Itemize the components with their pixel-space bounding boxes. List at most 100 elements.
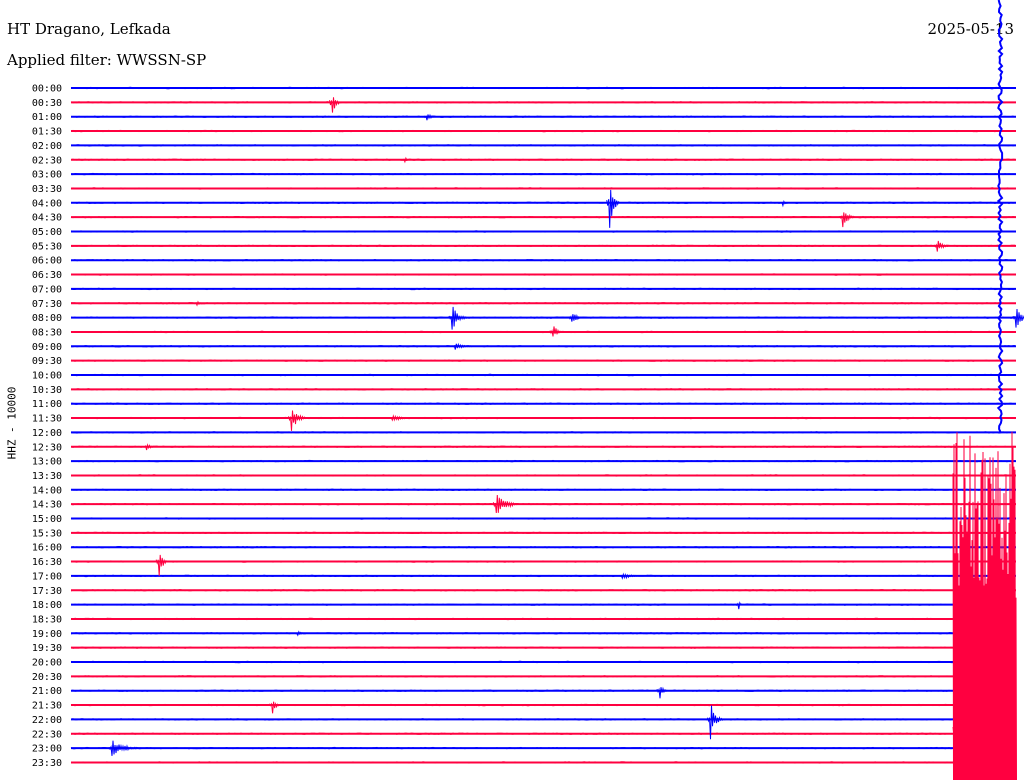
trace-row-08:30 xyxy=(70,330,1015,334)
time-label-13:00: 13:00 xyxy=(32,457,62,468)
time-label-15:30: 15:30 xyxy=(32,528,62,539)
trace-row-22:00 xyxy=(70,718,1016,721)
time-label-05:30: 05:30 xyxy=(32,241,62,252)
time-label-02:00: 02:00 xyxy=(32,141,62,152)
trace-row-16:00 xyxy=(70,545,1016,549)
date-label: 2025-05-13 xyxy=(927,20,1014,38)
trace-row-15:00 xyxy=(70,517,1016,520)
time-label-07:00: 07:00 xyxy=(32,284,62,295)
time-label-15:00: 15:00 xyxy=(32,514,62,525)
trace-row-18:00 xyxy=(735,601,742,610)
time-label-08:30: 08:30 xyxy=(32,327,62,338)
trace-row-00:00 xyxy=(996,0,1004,433)
trace-row-00:30 xyxy=(329,97,340,113)
trace-row-22:00 xyxy=(707,705,723,740)
time-label-group: 00:00 00:30 01:00 01:30 02:00 02:30 03:00 03:30… xyxy=(32,84,62,769)
trace-row-13:00 xyxy=(70,459,1016,463)
trace-row-21:00 xyxy=(656,686,668,699)
trace-row-04:30 xyxy=(70,215,1016,219)
trace-row-20:30 xyxy=(70,675,1016,678)
time-label-04:00: 04:00 xyxy=(32,198,62,209)
trace-row-08:30 xyxy=(549,326,564,337)
trace-row-09:00 xyxy=(451,342,478,350)
trace-row-01:00 xyxy=(423,113,438,121)
trace-row-08:00 xyxy=(568,313,583,322)
trace-row-09:00 xyxy=(70,344,1015,348)
trace-row-05:30 xyxy=(933,240,950,252)
time-label-20:00: 20:00 xyxy=(32,658,62,669)
time-label-11:30: 11:30 xyxy=(32,414,62,425)
time-label-00:00: 00:00 xyxy=(32,84,62,95)
trace-row-04:00 xyxy=(606,189,621,228)
trace-row-17:30 xyxy=(70,589,1016,592)
trace-group xyxy=(70,0,1024,780)
trace-row-16:30 xyxy=(70,560,1016,563)
trace-row-19:00 xyxy=(70,632,1016,635)
time-label-22:00: 22:00 xyxy=(32,715,62,726)
trace-row-21:00 xyxy=(70,689,1016,692)
trace-row-15:30 xyxy=(70,531,1016,535)
trace-row-14:30 xyxy=(70,502,1016,506)
trace-row-00:00 xyxy=(70,86,1016,90)
trace-row-06:30 xyxy=(70,273,1016,276)
time-label-03:00: 03:00 xyxy=(32,170,62,181)
trace-row-09:30 xyxy=(70,359,1016,362)
trace-row-06:00 xyxy=(70,258,1016,262)
trace-row-04:00 xyxy=(779,200,789,208)
time-label-17:30: 17:30 xyxy=(32,586,62,597)
time-label-20:30: 20:30 xyxy=(32,672,62,683)
trace-row-02:00 xyxy=(70,144,1016,147)
time-label-19:30: 19:30 xyxy=(32,643,62,654)
time-label-21:30: 21:30 xyxy=(32,701,62,712)
trace-row-17:00 xyxy=(71,574,1016,578)
trace-row-04:30 xyxy=(839,212,856,228)
trace-row-18:00 xyxy=(70,603,1016,606)
time-label-03:30: 03:30 xyxy=(32,184,62,195)
trace-row-23:00 xyxy=(108,740,143,756)
trace-row-19:00 xyxy=(294,630,310,637)
trace-row-03:00 xyxy=(70,172,1016,176)
time-label-16:30: 16:30 xyxy=(32,557,62,568)
time-label-23:00: 23:00 xyxy=(32,744,62,755)
trace-row-01:30 xyxy=(70,129,1016,133)
trace-row-11:30 xyxy=(288,410,307,431)
trace-row-01:00 xyxy=(70,115,1016,118)
trace-row-10:00 xyxy=(70,373,1016,377)
time-label-18:30: 18:30 xyxy=(32,614,62,625)
time-label-14:00: 14:00 xyxy=(32,485,62,496)
time-label-09:30: 09:30 xyxy=(32,356,62,367)
time-label-13:30: 13:30 xyxy=(32,471,62,482)
time-label-06:00: 06:00 xyxy=(32,256,62,267)
trace-row-10:30 xyxy=(70,388,1016,391)
trace-row-08:00 xyxy=(448,306,468,330)
trace-row-17:00 xyxy=(618,572,640,580)
time-label-23:30: 23:30 xyxy=(32,758,62,769)
time-label-18:00: 18:00 xyxy=(32,600,62,611)
trace-row-11:30 xyxy=(70,416,1016,420)
trace-row-02:30 xyxy=(401,156,410,164)
filter-label: Applied filter: WWSSN-SP xyxy=(7,51,207,69)
time-label-04:30: 04:30 xyxy=(32,213,62,224)
time-label-09:00: 09:00 xyxy=(32,342,62,353)
trace-row-22:30 xyxy=(70,732,1016,735)
trace-row-23:30 xyxy=(70,761,1016,764)
trace-row-07:00 xyxy=(70,287,1016,291)
time-label-14:30: 14:30 xyxy=(32,500,62,511)
time-label-10:00: 10:00 xyxy=(32,371,62,382)
trace-row-19:30 xyxy=(70,646,1016,649)
aftershock-sequence xyxy=(952,431,1017,780)
time-label-02:30: 02:30 xyxy=(32,155,62,166)
trace-row-00:30 xyxy=(70,101,1015,104)
trace-row-11:00 xyxy=(71,402,1016,405)
time-label-08:00: 08:00 xyxy=(32,313,62,324)
station-title: HT Dragano, Lefkada xyxy=(7,20,171,38)
time-label-01:00: 01:00 xyxy=(32,112,62,123)
trace-row-12:00 xyxy=(70,431,1016,434)
time-label-07:30: 07:30 xyxy=(32,299,62,310)
time-label-12:00: 12:00 xyxy=(32,428,62,439)
time-label-05:00: 05:00 xyxy=(32,227,62,238)
trace-row-14:30 xyxy=(492,494,519,514)
trace-row-03:30 xyxy=(70,187,1016,190)
